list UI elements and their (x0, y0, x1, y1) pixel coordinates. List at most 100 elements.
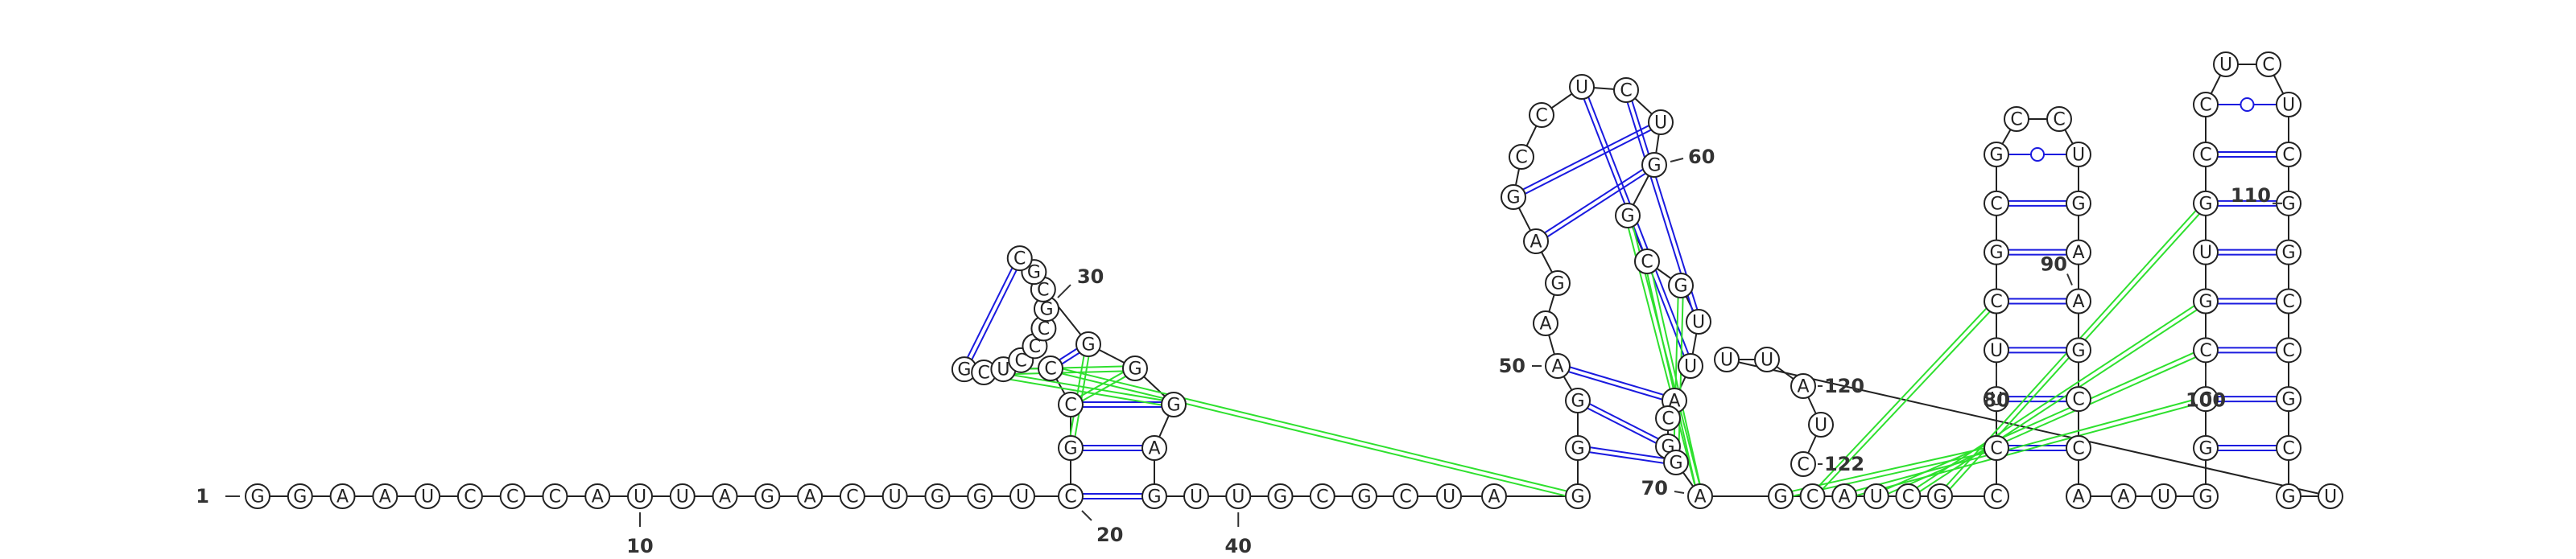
nucleotide-letter: G (1027, 263, 1041, 283)
nucleotide-circle (1984, 435, 2009, 461)
nucleotide-circle (499, 483, 526, 509)
nucleotide-letter: U (676, 487, 689, 508)
canonical-pair (1558, 363, 1676, 400)
nucleotide-letter: G (1166, 396, 1180, 416)
nucleotide-93: C (2066, 435, 2091, 461)
nucleotide-71: G (1768, 483, 1794, 509)
nucleotide-16: U (881, 483, 908, 509)
nucleotide-circle (1436, 483, 1462, 509)
nucleotide-circle (2276, 435, 2301, 461)
nucleotide-56: C (1529, 102, 1554, 128)
nucleotide-circle (2193, 239, 2219, 265)
nucleotide-circle (1183, 483, 1209, 509)
nucleotide-circle (1309, 483, 1335, 509)
nucleotide-121: U (1808, 412, 1834, 438)
nucleotide-letter: C (1013, 249, 1026, 269)
nucleotide-circle (1529, 102, 1554, 128)
nucleotide-letter: G (1647, 156, 1661, 176)
nucleotide-letter: C (2199, 341, 2211, 361)
nucleotide-circle (1009, 483, 1035, 509)
position-label-90: 90 (2041, 253, 2067, 276)
nucleotide-letter: A (379, 487, 391, 508)
nucleotide-35: G (1122, 356, 1148, 381)
nucleotide-89: A (2066, 239, 2091, 265)
nucleotide-96: U (2151, 483, 2177, 509)
nucleotide-60: G (1641, 152, 1667, 178)
nucleotide-circle (2276, 92, 2301, 117)
nucleotide-88: G (2066, 190, 2091, 216)
nucleotide-circle (2193, 337, 2219, 364)
nucleotide-circle (797, 483, 824, 509)
nucleotide-1: G (245, 483, 270, 509)
nucleotide-52: G (1545, 270, 1571, 296)
nucleotide-circle (1687, 483, 1713, 509)
nucleotide-letter: C (2072, 439, 2084, 459)
nucleotide-circle (1714, 347, 1740, 372)
nucleotide-70: A (1687, 483, 1713, 509)
nucleotide-circle (2193, 92, 2219, 117)
nucleotide-letter: C (2199, 96, 2211, 116)
nucleotide-109: C (2276, 142, 2301, 167)
nucleotide-letter: C (1797, 455, 1809, 475)
nucleotide-letter: G (1674, 277, 1687, 297)
nucleotide-15: C (839, 483, 865, 509)
nucleotide-circle (1141, 435, 1167, 461)
position-label-100: 100 (2186, 388, 2226, 411)
nucleotide-67: C (1655, 405, 1681, 431)
nucleotide-letter: G (761, 487, 774, 508)
nucleotide-letter: G (1773, 487, 1787, 508)
nucleotide-circle (1984, 483, 2009, 509)
nucleotide-letter: G (2281, 243, 2295, 263)
position-label-122: 122 (1824, 453, 1864, 475)
nucleotide-75: C (1895, 483, 1922, 509)
nucleotide-45: U (1436, 483, 1462, 509)
pseudoknot-pair (1876, 351, 2207, 499)
nucleotide-letter: U (1990, 390, 2003, 410)
nucleotide-115: C (2276, 435, 2301, 461)
nucleotide-letter: C (1515, 148, 1527, 168)
position-label-80: 80 (1983, 388, 2009, 411)
nucleotide-41: G (1267, 483, 1294, 509)
nucleotide-letter: A (336, 487, 349, 508)
nucleotide-circle (1545, 270, 1571, 296)
nucleotide-letter: G (1063, 439, 1077, 459)
nucleotide-letter: A (1551, 357, 1563, 377)
nucleotide-119: U (1754, 347, 1780, 372)
nucleotide-letter: C (1902, 487, 1914, 508)
nucleotide-circle (1668, 273, 1694, 298)
nucleotide-circle (1984, 239, 2009, 265)
nucleotide-letter: C (2282, 292, 2294, 312)
nucleotide-114: G (2276, 386, 2301, 413)
nucleotide-circle (754, 483, 781, 509)
nucleotide-circle (1984, 190, 2009, 216)
nucleotide-circle (1141, 483, 1167, 509)
pseudoknot-pair (1843, 396, 2206, 495)
nucleotide-8: C (542, 483, 568, 509)
nucleotide-letter: C (2199, 146, 2211, 166)
nucleotide-letter: A (1694, 487, 1706, 508)
nucleotide-letter: C (846, 487, 858, 508)
canonical-pair (1576, 401, 1668, 450)
canonical-pair (961, 257, 1018, 369)
nucleotide-letter: C (1535, 106, 1547, 126)
nucleotide-42: C (1309, 483, 1335, 509)
nucleotide-circle (2318, 483, 2343, 509)
nucleotide-circle (2276, 239, 2301, 265)
nucleotide-letter: A (1839, 487, 1851, 508)
nucleotide-81: C (1984, 288, 2009, 314)
nucleotide-letter: G (2281, 487, 2295, 508)
position-label-1: 1 (196, 485, 209, 508)
nucleotide-circle (1523, 228, 1549, 254)
nucleotide-letter: G (293, 487, 307, 508)
canonical-pair (1537, 166, 1657, 245)
nucleotide-54: G (1501, 184, 1526, 210)
nucleotide-letter: G (1128, 360, 1141, 380)
nucleotide-letter: U (1575, 78, 1588, 98)
nucleotide-circle (1984, 142, 2009, 167)
nucleotide-51: A (1533, 310, 1558, 336)
nucleotide-61: G (1615, 203, 1641, 228)
position-label-120: 120 (1824, 375, 1864, 397)
nucleotide-47: G (1565, 483, 1591, 509)
nucleotide-circle (669, 483, 696, 509)
nucleotide-circle (1122, 356, 1148, 381)
